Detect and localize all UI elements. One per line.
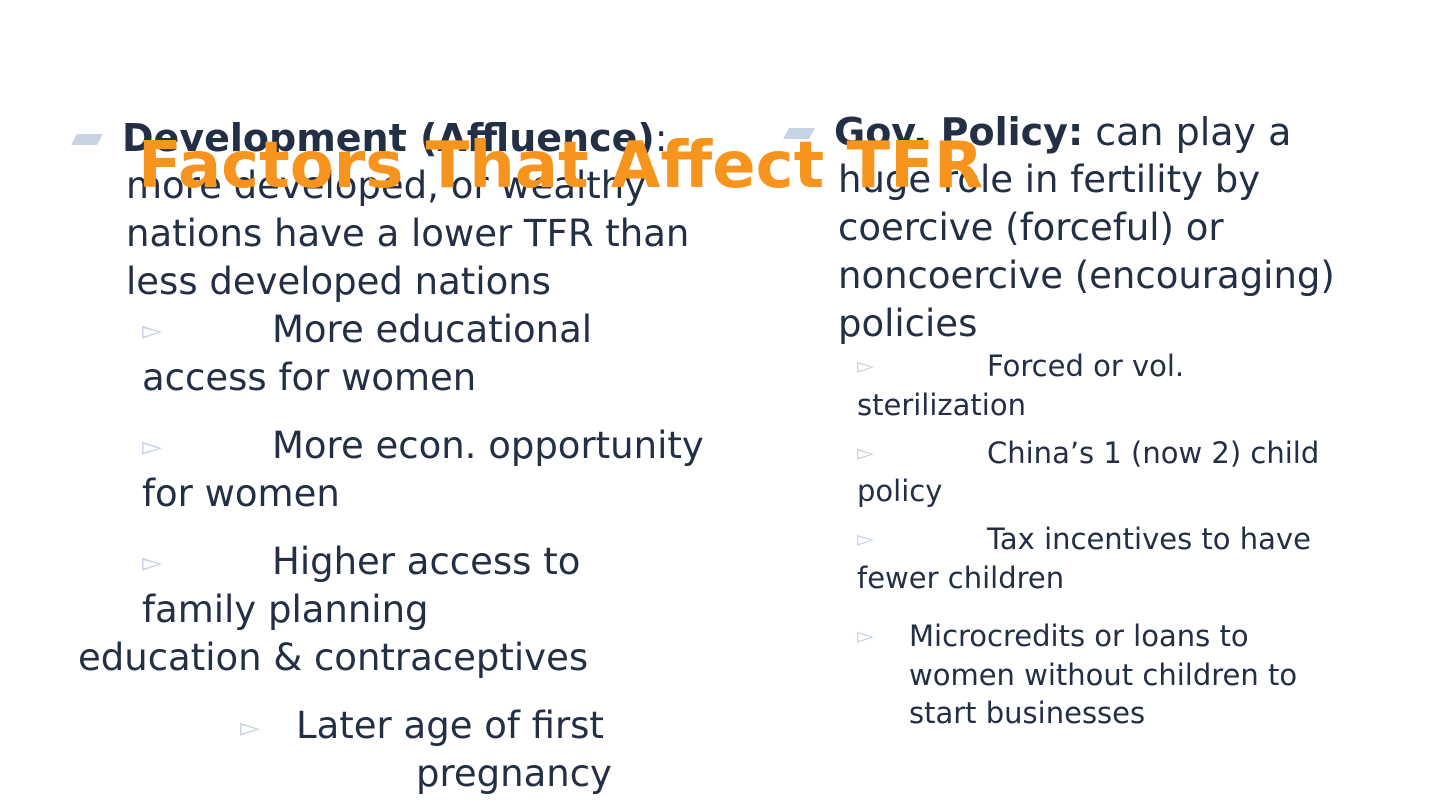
left-sub1-line-2: access for women — [142, 356, 477, 399]
left-sub4-line-2: pregnancy — [416, 752, 612, 795]
left-sub1-line-1: More educational — [272, 308, 593, 351]
right-body-line-3: noncoercive (encouraging) — [838, 254, 1335, 297]
right-body-line-4: policies — [838, 302, 978, 345]
left-sub2-line-2: for women — [142, 472, 340, 515]
right-body-line-2: coercive (forceful) or — [838, 206, 1224, 249]
left-heading-line: Development (Affluence): — [122, 114, 668, 162]
right-sub2-line-2: policy — [857, 474, 943, 508]
left-heading-suffix: : — [654, 116, 668, 160]
left-heading: Development (Affluence) — [122, 116, 655, 160]
sub-bullet-icon: ▻ — [857, 624, 874, 649]
left-sub3-line-1: Higher access to — [272, 540, 581, 583]
right-sub4-line-3: start businesses — [909, 696, 1146, 730]
right-heading: Gov. Policy: — [834, 110, 1084, 154]
left-sub3-line-3: education & contraceptives — [78, 636, 589, 679]
right-sub2-line-1: China’s 1 (now 2) child — [987, 436, 1320, 470]
right-sub4-line-1: Microcredits or loans to — [909, 619, 1249, 653]
sub-bullet-icon: ▻ — [142, 432, 162, 462]
left-sub4-line-1: Later age of first — [296, 704, 604, 747]
left-sub3-line-2: family planning — [142, 588, 429, 631]
right-sub1-line-1: Forced or vol. — [987, 349, 1185, 383]
right-sub4-line-2: women without children to — [909, 658, 1298, 692]
paragraph-bullet-icon — [71, 134, 103, 145]
left-body-line-3: less developed nations — [126, 260, 551, 303]
sub-bullet-icon: ▻ — [857, 441, 874, 466]
right-heading-line: Gov. Policy: can play a — [834, 108, 1291, 156]
left-body-line-1: more developed, or wealthy — [126, 164, 647, 207]
right-sub1-line-2: sterilization — [857, 388, 1026, 422]
left-sub2-line-1: More econ. opportunity — [272, 424, 704, 467]
right-sub3-line-2: fewer children — [857, 561, 1065, 595]
sub-bullet-icon: ▻ — [240, 713, 260, 743]
sub-bullet-icon: ▻ — [857, 527, 874, 552]
right-body-line-0: can play a — [1095, 110, 1292, 154]
right-sub3-line-1: Tax incentives to have — [987, 522, 1311, 556]
left-body-line-2: nations have a lower TFR than — [126, 212, 690, 255]
sub-bullet-icon: ▻ — [142, 316, 162, 346]
sub-bullet-icon: ▻ — [142, 548, 162, 578]
slide-title: Factors That Affect TFR — [138, 129, 984, 203]
right-body-line-1: huge role in fertility by — [838, 158, 1261, 201]
sub-bullet-icon: ▻ — [857, 354, 874, 379]
